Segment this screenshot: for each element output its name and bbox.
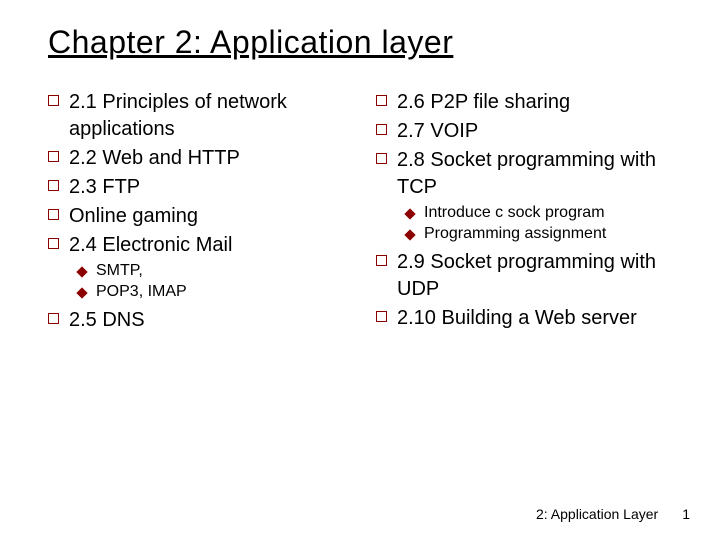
sublist-item: Introduce c sock program <box>406 203 680 224</box>
sublist: Introduce c sock program Programming ass… <box>406 203 680 245</box>
square-bullet-icon <box>48 313 59 324</box>
item-text: 2.3 FTP <box>69 174 140 201</box>
list-item: Online gaming <box>48 203 352 230</box>
list-item: 2.5 DNS <box>48 307 352 334</box>
diamond-bullet-icon <box>76 266 87 277</box>
square-bullet-icon <box>48 209 59 220</box>
sublist-item: Programming assignment <box>406 224 680 245</box>
list-item: 2.4 Electronic Mail <box>48 232 352 259</box>
square-bullet-icon <box>376 255 387 266</box>
square-bullet-icon <box>376 124 387 135</box>
slide-container: Chapter 2: Application layer 2.1 Princip… <box>0 0 720 336</box>
item-text: Online gaming <box>69 203 198 230</box>
diamond-bullet-icon <box>404 229 415 240</box>
subitem-text: Introduce c sock program <box>424 203 605 224</box>
item-text: 2.7 VOIP <box>397 118 478 145</box>
slide-footer: 2: Application Layer 1 <box>536 506 690 522</box>
item-text: 2.6 P2P file sharing <box>397 89 570 116</box>
item-text: 2.2 Web and HTTP <box>69 145 240 172</box>
item-text: 2.4 Electronic Mail <box>69 232 232 259</box>
subitem-text: SMTP, <box>96 261 143 282</box>
diamond-bullet-icon <box>76 287 87 298</box>
left-column: 2.1 Principles of network applications 2… <box>48 89 352 336</box>
list-item: 2.7 VOIP <box>376 118 680 145</box>
item-text: 2.1 Principles of network applications <box>69 89 352 143</box>
subitem-text: POP3, IMAP <box>96 282 187 303</box>
sublist: SMTP, POP3, IMAP <box>78 261 352 303</box>
square-bullet-icon <box>376 153 387 164</box>
list-item: 2.6 P2P file sharing <box>376 89 680 116</box>
list-item: 2.10 Building a Web server <box>376 305 680 332</box>
page-number: 1 <box>682 506 690 522</box>
item-text: 2.9 Socket programming with UDP <box>397 249 680 303</box>
item-text: 2.10 Building a Web server <box>397 305 637 332</box>
footer-label: 2: Application Layer <box>536 506 658 522</box>
sublist-item: SMTP, <box>78 261 352 282</box>
list-item: 2.2 Web and HTTP <box>48 145 352 172</box>
list-item: 2.9 Socket programming with UDP <box>376 249 680 303</box>
subitem-text: Programming assignment <box>424 224 606 245</box>
square-bullet-icon <box>376 95 387 106</box>
item-text: 2.8 Socket programming with TCP <box>397 147 680 201</box>
sublist-item: POP3, IMAP <box>78 282 352 303</box>
square-bullet-icon <box>376 311 387 322</box>
list-item: 2.8 Socket programming with TCP <box>376 147 680 201</box>
diamond-bullet-icon <box>404 208 415 219</box>
square-bullet-icon <box>48 151 59 162</box>
list-item: 2.1 Principles of network applications <box>48 89 352 143</box>
list-item: 2.3 FTP <box>48 174 352 201</box>
square-bullet-icon <box>48 95 59 106</box>
square-bullet-icon <box>48 238 59 249</box>
square-bullet-icon <box>48 180 59 191</box>
item-text: 2.5 DNS <box>69 307 145 334</box>
slide-title: Chapter 2: Application layer <box>48 24 680 61</box>
content-columns: 2.1 Principles of network applications 2… <box>48 89 680 336</box>
right-column: 2.6 P2P file sharing 2.7 VOIP 2.8 Socket… <box>376 89 680 336</box>
